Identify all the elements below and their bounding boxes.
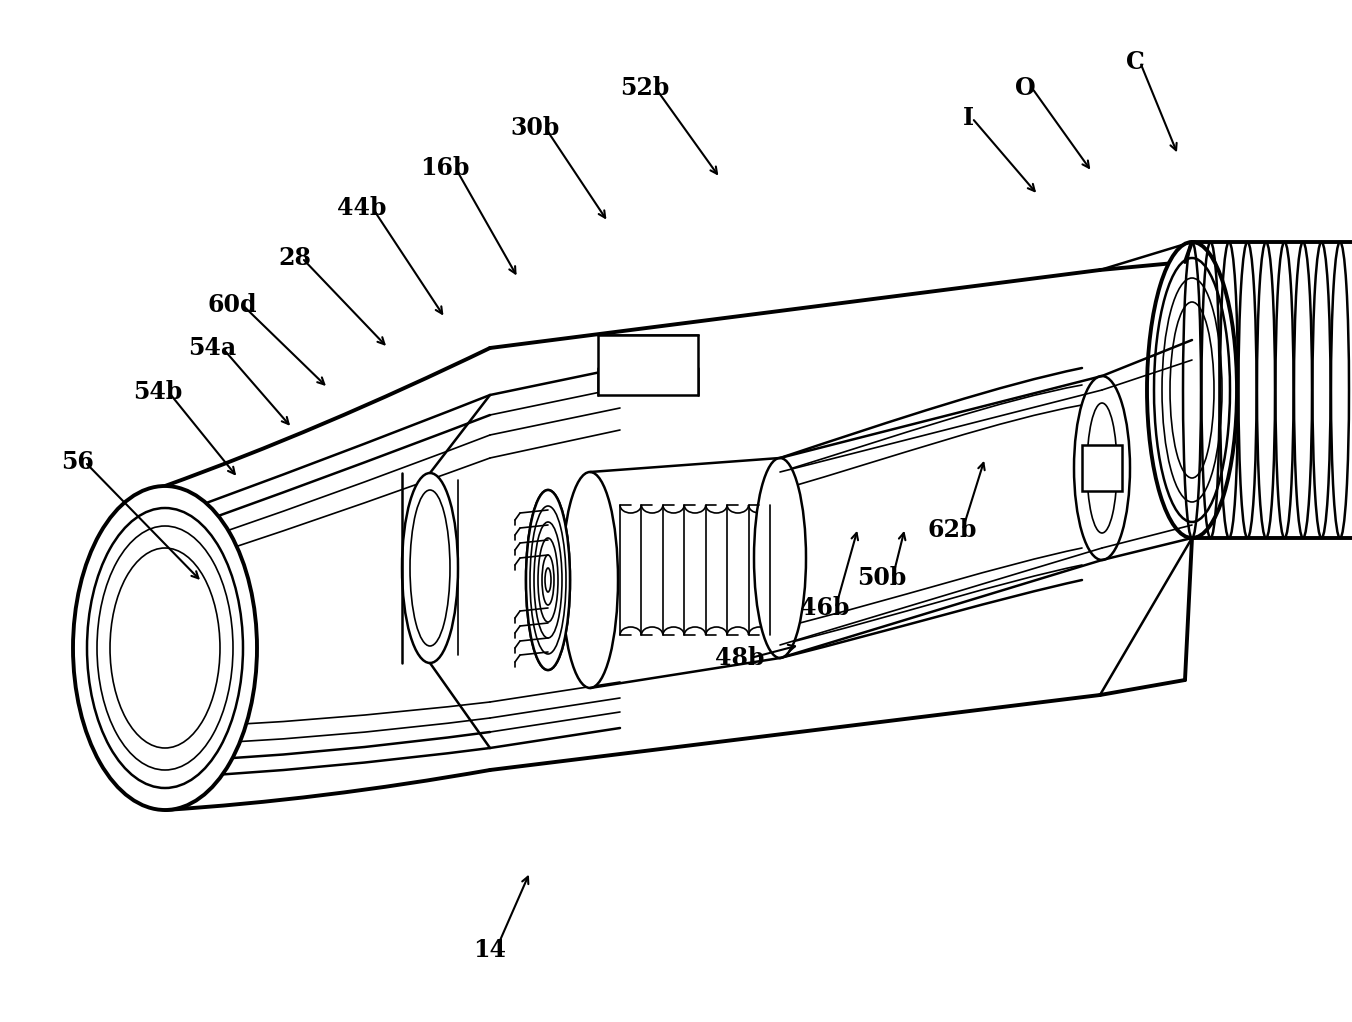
- Text: 50b: 50b: [857, 566, 907, 590]
- Text: 54b: 54b: [134, 380, 183, 404]
- Ellipse shape: [1146, 242, 1237, 538]
- Text: 52b: 52b: [621, 76, 669, 100]
- Text: 28: 28: [279, 246, 311, 270]
- Text: 54a: 54a: [188, 336, 237, 360]
- Text: C: C: [1126, 50, 1144, 74]
- Text: 44b: 44b: [337, 196, 387, 220]
- Bar: [1082, 445, 1122, 491]
- Text: 46b: 46b: [800, 596, 850, 620]
- Ellipse shape: [526, 490, 571, 670]
- Ellipse shape: [1080, 386, 1124, 550]
- Text: 16b: 16b: [420, 156, 469, 180]
- Text: 30b: 30b: [510, 117, 560, 140]
- Ellipse shape: [562, 472, 618, 688]
- Text: 62b: 62b: [927, 518, 976, 542]
- Text: I: I: [963, 106, 973, 130]
- Ellipse shape: [1073, 376, 1130, 560]
- Ellipse shape: [754, 458, 806, 658]
- Text: O: O: [1015, 76, 1036, 100]
- Bar: [598, 335, 698, 394]
- Text: 48b: 48b: [715, 646, 765, 670]
- Text: 14: 14: [473, 938, 507, 962]
- Text: 56: 56: [62, 450, 95, 474]
- Text: 60d: 60d: [207, 293, 257, 317]
- Ellipse shape: [402, 473, 458, 663]
- Ellipse shape: [73, 486, 257, 810]
